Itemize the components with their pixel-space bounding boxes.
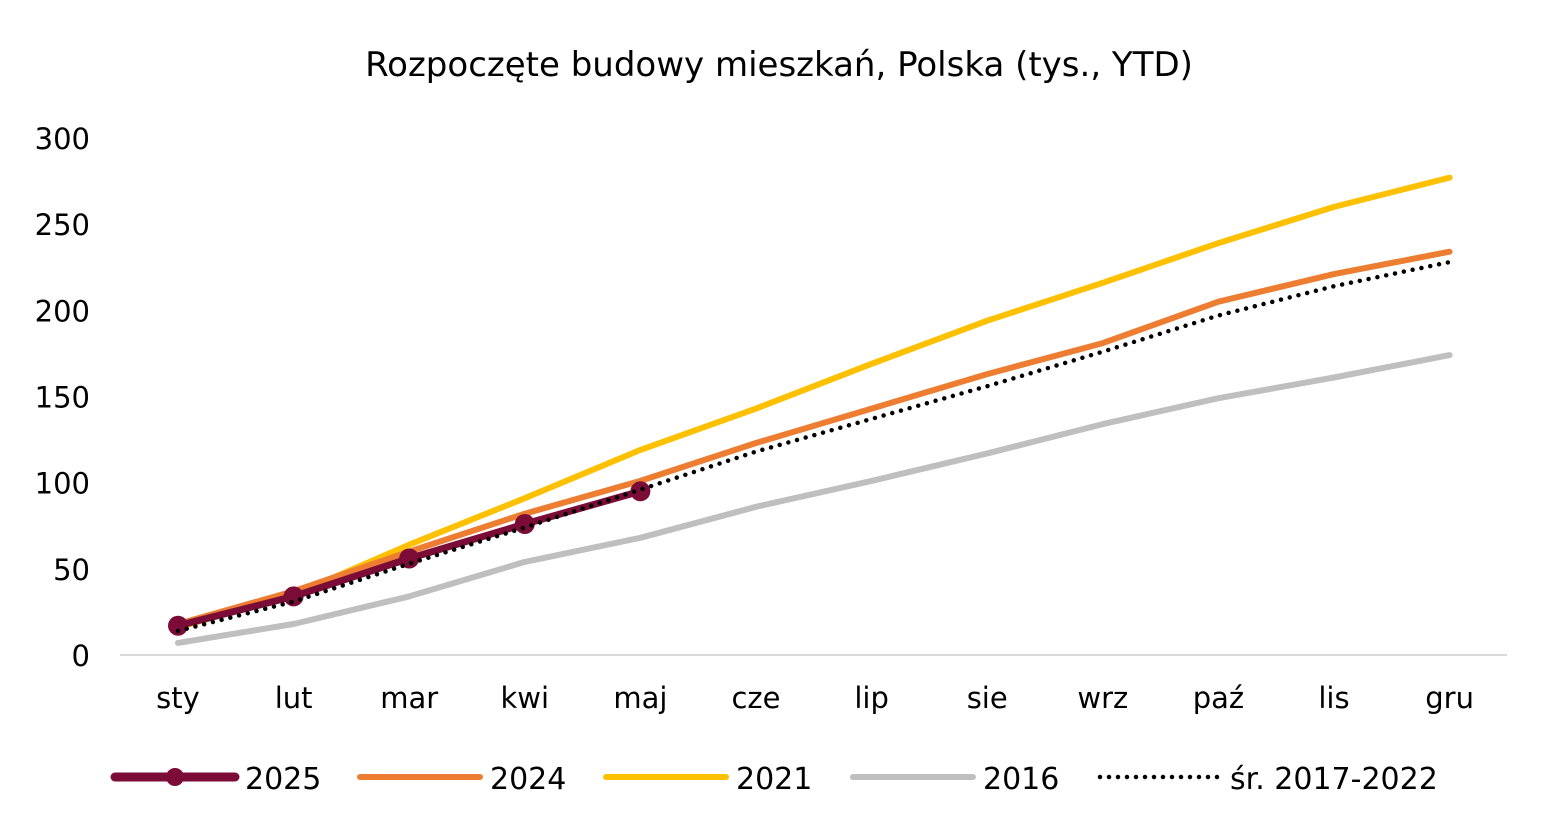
data-point-2025 xyxy=(283,586,304,607)
x-tick-label: sty xyxy=(156,681,200,715)
legend: 2025 2024 2021 2016 śr. 2017-2022 xyxy=(110,762,1438,797)
series-2016 xyxy=(175,352,1453,646)
x-axis: sty lut mar kwi maj cze lip sie wrz paź lis gru xyxy=(120,654,1507,715)
y-tick-label: 200 xyxy=(35,294,90,328)
legend-label: 2024 xyxy=(490,762,566,797)
series-2024 xyxy=(175,248,1453,627)
data-point-2025 xyxy=(630,481,651,502)
chart-title: Rozpoczęte budowy mieszkań, Polska (tys.… xyxy=(365,45,1193,85)
series-line-r-2017-2022 xyxy=(175,259,1452,634)
series-2025 xyxy=(168,481,651,636)
x-tick-label: sie xyxy=(967,681,1008,715)
y-tick-label: 300 xyxy=(35,122,90,156)
legend-label: 2025 xyxy=(245,762,321,797)
series-lines xyxy=(168,174,1453,646)
legend-item-2024: 2024 xyxy=(357,762,566,797)
y-tick-label: 0 xyxy=(72,639,90,673)
legend-item-2016: 2016 xyxy=(850,762,1059,797)
data-point-2025 xyxy=(168,615,188,636)
legend-label: 2021 xyxy=(736,762,812,797)
series-line-2021 xyxy=(175,174,1453,631)
x-tick-label: cze xyxy=(731,681,780,715)
x-tick-label: lip xyxy=(854,681,889,715)
x-tick-label: lis xyxy=(1318,681,1349,715)
legend-label: śr. 2017-2022 xyxy=(1230,762,1438,797)
data-point-2025 xyxy=(514,514,535,534)
x-tick-label: maj xyxy=(613,681,667,715)
y-tick-label: 150 xyxy=(35,381,90,415)
data-point-2025 xyxy=(399,548,420,569)
legend-item-2021: 2021 xyxy=(603,762,812,797)
x-tick-label: kwi xyxy=(501,681,550,715)
x-tick-label: wrz xyxy=(1077,681,1128,715)
y-tick-label: 50 xyxy=(53,553,90,587)
x-tick-label: lut xyxy=(275,681,313,715)
series-line-2024 xyxy=(175,248,1453,627)
series-line-2016 xyxy=(175,352,1453,646)
y-axis: 0 50 100 150 200 250 300 xyxy=(35,122,90,673)
y-tick-label: 250 xyxy=(35,208,90,242)
x-tick-label: mar xyxy=(380,681,438,715)
y-tick-label: 100 xyxy=(35,467,90,501)
legend-item-2025: 2025 xyxy=(110,762,321,797)
x-tick-label: gru xyxy=(1425,681,1474,715)
x-tick-label: paź xyxy=(1193,681,1244,715)
legend-label: 2016 xyxy=(983,762,1059,797)
series-r-2017-2022 xyxy=(175,259,1452,634)
legend-marker xyxy=(166,768,184,786)
legend-item-r-2017-2022: śr. 2017-2022 xyxy=(1097,762,1438,797)
series-2021 xyxy=(175,174,1453,631)
